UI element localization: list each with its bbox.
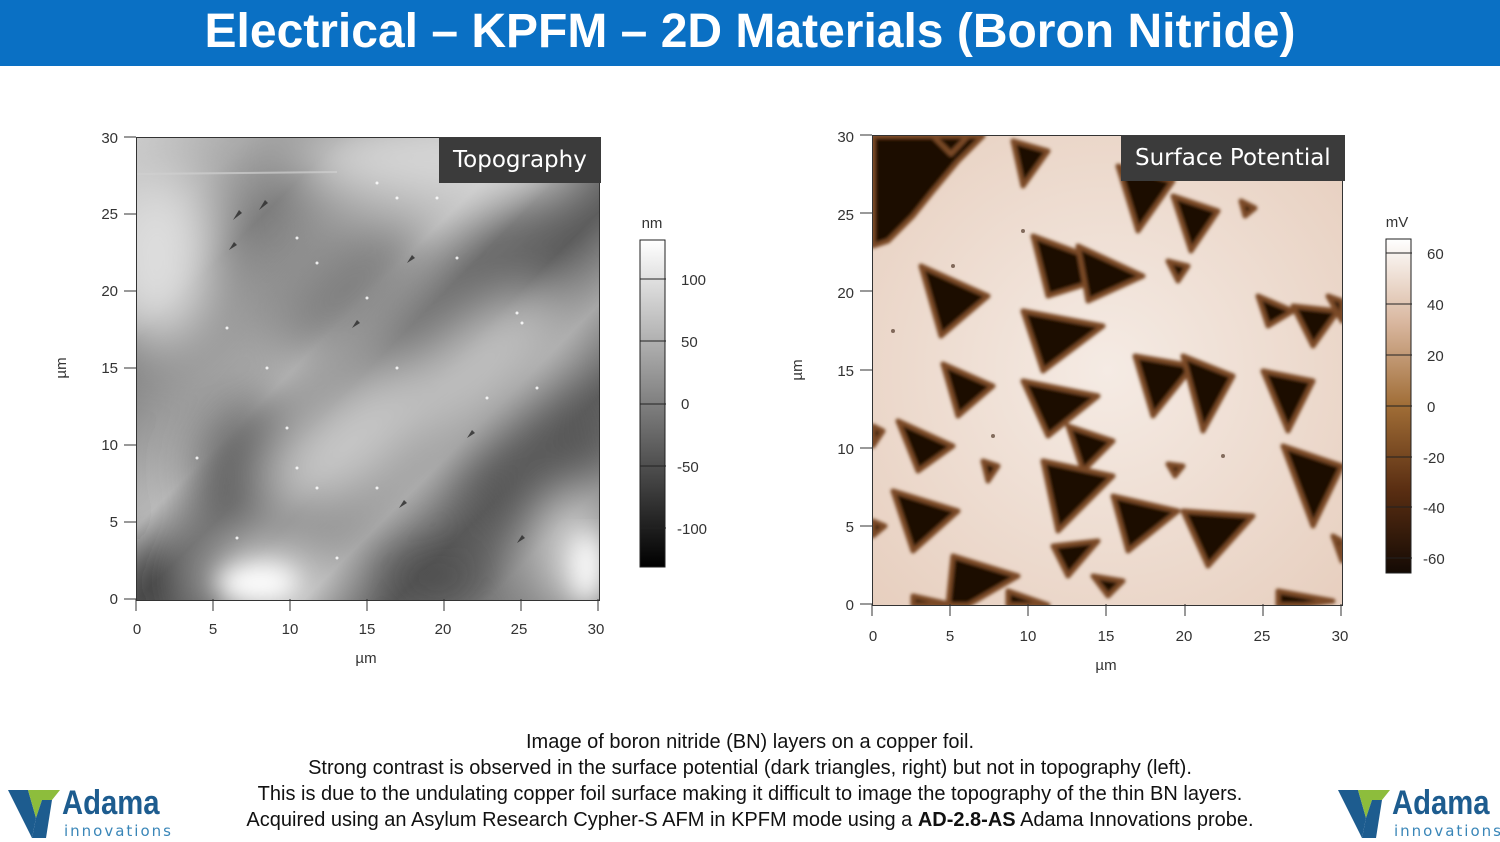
sp-y-tick: 5 xyxy=(846,519,854,536)
title-bar: Electrical – KPFM – 2D Materials (Boron … xyxy=(0,0,1500,66)
caption-line: Strong contrast is observed in the surfa… xyxy=(308,757,1192,779)
topo-y-tick: 25 xyxy=(101,206,118,223)
caption-text: Acquired using an Asylum Research Cypher… xyxy=(246,809,918,831)
sp-x-tick: 15 xyxy=(1098,628,1115,645)
caption-text: Adama Innovations probe. xyxy=(1015,809,1254,831)
topo-y-tick: 20 xyxy=(101,283,118,300)
topo-x-tick: 20 xyxy=(435,621,452,638)
page-title: Electrical – KPFM – 2D Materials (Boron … xyxy=(204,5,1296,58)
sp-colorbar-tick: 20 xyxy=(1427,348,1444,365)
probe-name: AD-2.8-AS xyxy=(917,809,1016,831)
caption: Image of boron nitride (BN) layers on a … xyxy=(190,729,1310,833)
sp-colorbar-tick: -40 xyxy=(1423,500,1445,517)
caption-line: This is due to the undulating copper foi… xyxy=(257,783,1243,805)
adama-logo-mark xyxy=(8,790,60,838)
topography-axes: 0 5 10 15 20 25 30 0 5 10 15 20 25 30 µm… xyxy=(53,130,707,667)
topo-x-tick: 25 xyxy=(511,621,528,638)
logo-name: Adama xyxy=(1392,784,1490,822)
caption-line: Image of boron nitride (BN) layers on a … xyxy=(526,731,974,753)
sp-y-axis-title: µm xyxy=(789,359,806,380)
sp-y-tick: 10 xyxy=(837,441,854,458)
topo-colorbar-tick: 0 xyxy=(681,396,689,413)
topo-x-tick: 10 xyxy=(282,621,299,638)
topo-y-tick: 5 xyxy=(110,514,118,531)
sp-x-tick: 30 xyxy=(1332,628,1349,645)
logo-sub: innovations xyxy=(1394,822,1500,840)
sp-y-tick: 25 xyxy=(837,207,854,224)
caption-line: Acquired using an Asylum Research Cypher… xyxy=(190,807,1310,833)
sp-x-tick: 10 xyxy=(1020,628,1037,645)
surface-potential-image xyxy=(872,135,1343,606)
topo-x-tick: 5 xyxy=(209,621,217,638)
sp-x-tick: 25 xyxy=(1254,628,1271,645)
topo-y-tick: 15 xyxy=(101,360,118,377)
topography-label: Topography xyxy=(439,137,601,183)
adama-logo-right: Adama innovations xyxy=(1336,784,1500,840)
topo-y-axis-title: µm xyxy=(53,357,70,378)
logo-sub: innovations xyxy=(64,822,173,840)
sp-y-tick: 30 xyxy=(837,129,854,146)
topo-y-tick: 0 xyxy=(110,591,118,608)
sp-colorbar-tick: 60 xyxy=(1427,246,1444,263)
surface-potential-label: Surface Potential xyxy=(1121,135,1345,181)
sp-y-tick: 15 xyxy=(837,363,854,380)
sp-colorbar-tick: 40 xyxy=(1427,297,1444,314)
topo-x-axis-title: µm xyxy=(355,650,376,667)
sp-y-tick: 20 xyxy=(837,285,854,302)
logo-name: Adama xyxy=(62,784,160,822)
sp-colorbar-tick: -60 xyxy=(1423,551,1445,568)
topography-colorbar-unit: nm xyxy=(642,215,663,232)
topo-y-tick: 30 xyxy=(101,130,118,147)
sp-x-axis-title: µm xyxy=(1095,657,1116,674)
sp-x-tick: 0 xyxy=(869,628,877,645)
adama-logo-left: Adama innovations xyxy=(6,784,171,840)
topo-x-tick: 30 xyxy=(588,621,605,638)
sp-x-tick: 5 xyxy=(946,628,954,645)
sp-colorbar-tick: -20 xyxy=(1423,450,1445,467)
topo-x-tick: 0 xyxy=(133,621,141,638)
topo-colorbar-tick: 100 xyxy=(681,272,706,289)
topo-x-tick: 15 xyxy=(359,621,376,638)
topo-y-tick: 10 xyxy=(101,437,118,454)
adama-logo-mark xyxy=(1338,790,1390,838)
surface-potential-colorbar-unit: mV xyxy=(1386,214,1409,231)
surface-potential-axes: 0 5 10 15 20 25 30 0 5 10 15 20 25 30 µm… xyxy=(789,129,1445,674)
topo-colorbar-tick: -50 xyxy=(677,459,699,476)
sp-colorbar-tick: 0 xyxy=(1427,399,1435,416)
sp-y-tick: 0 xyxy=(846,597,854,614)
topo-colorbar-tick: 50 xyxy=(681,334,698,351)
topo-colorbar-tick: -100 xyxy=(677,521,707,538)
sp-x-tick: 20 xyxy=(1176,628,1193,645)
